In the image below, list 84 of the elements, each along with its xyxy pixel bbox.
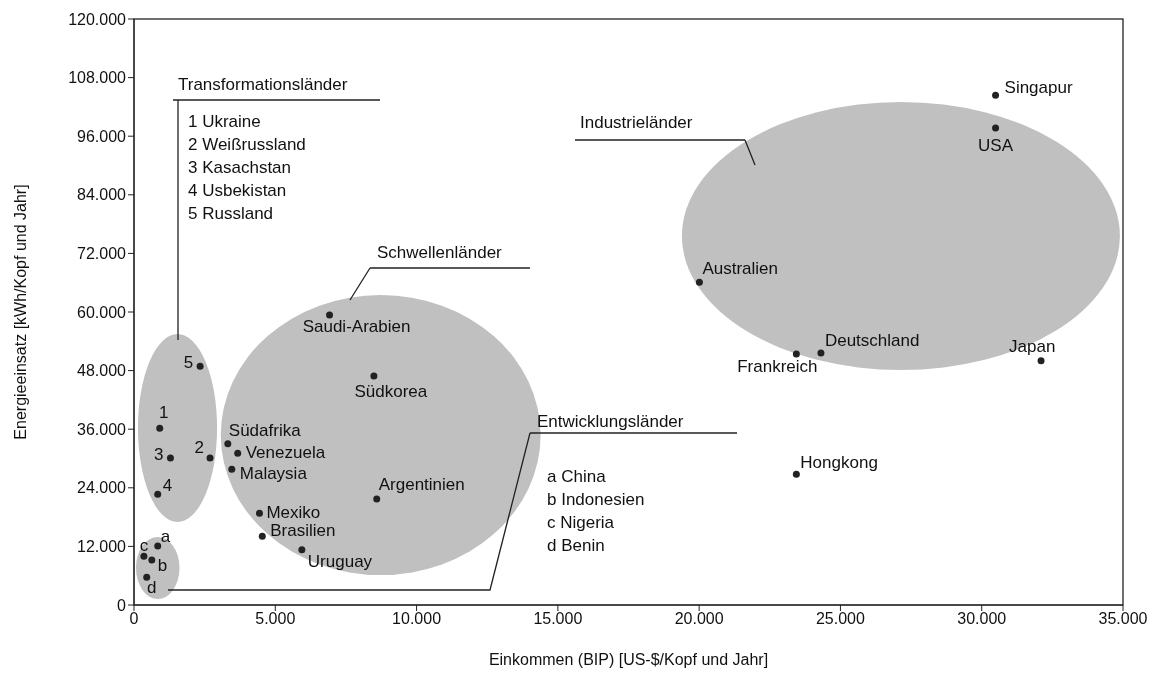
point — [258, 532, 266, 540]
y-tick-label: 96.000 — [77, 127, 127, 145]
point — [792, 470, 800, 478]
annotation: 4 Usbekistan — [188, 181, 287, 201]
annotation: Südafrika — [228, 421, 302, 441]
point — [370, 372, 378, 380]
annotation: 3 Kasachstan — [188, 158, 292, 178]
y-axis-title: Energieeinsatz [kWh/Kopf und Jahr] — [11, 184, 29, 440]
annotation: Entwicklungsländer — [537, 412, 684, 432]
annotation: c Nigeria — [547, 513, 615, 533]
y-tick-label: 60.000 — [77, 303, 127, 321]
annotation: Südkorea — [354, 382, 428, 402]
annotation: Malaysia — [239, 463, 308, 483]
annotation: Schwellenländer — [377, 243, 503, 263]
annotation: Hongkong — [800, 452, 878, 472]
annotation: a — [160, 527, 171, 547]
annotation: Argentinien — [378, 474, 465, 494]
point — [224, 440, 232, 448]
point — [143, 573, 151, 581]
annotation: Deutschland — [824, 330, 920, 350]
annotation: Frankreich — [737, 357, 818, 377]
point — [992, 91, 1000, 99]
annotation: USA — [978, 136, 1014, 156]
y-tick-label: 24.000 — [77, 479, 127, 497]
point — [196, 362, 204, 370]
annotation: 5 — [183, 352, 194, 372]
x-tick-label: 15.000 — [533, 610, 583, 628]
annotation: Mexiko — [266, 502, 321, 522]
annotation: 3 — [153, 445, 164, 465]
y-tick-label: 36.000 — [77, 420, 127, 438]
x-tick-label: 10.000 — [392, 610, 442, 628]
x-axis-title: Einkommen (BIP) [US-$/Kopf und Jahr] — [488, 651, 769, 668]
point — [373, 495, 381, 503]
annotation: Venezuela — [245, 442, 326, 462]
x-tick-label: 20.000 — [674, 610, 724, 628]
x-tick-label: 30.000 — [957, 610, 1007, 628]
annotation: c — [139, 535, 149, 555]
point — [298, 546, 306, 554]
y-tick-label: 0 — [117, 596, 127, 614]
annotation: 1 Ukraine — [188, 112, 261, 132]
y-tick-label: 72.000 — [77, 245, 127, 263]
annotation: Transformationsländer — [178, 75, 348, 95]
annotation: b — [157, 555, 168, 575]
annotation: d Benin — [547, 536, 605, 556]
x-tick-label: 35.000 — [1098, 610, 1148, 628]
annotation: 5 Russland — [188, 204, 274, 224]
point — [206, 454, 214, 462]
point — [166, 454, 174, 462]
annotation: Brasilien — [270, 520, 336, 540]
annotation: Japan — [1009, 337, 1056, 357]
y-tick-label: 48.000 — [77, 362, 127, 380]
point — [154, 490, 162, 498]
annotation: 2 — [194, 438, 205, 458]
x-tick-label: 0 — [129, 610, 139, 628]
point — [148, 556, 156, 564]
point — [228, 465, 236, 473]
point — [792, 350, 800, 358]
annotation: b Indonesien — [547, 490, 645, 510]
point — [255, 509, 263, 517]
annotation: Saudi-Arabien — [302, 317, 411, 337]
x-tick-label: 5.000 — [255, 610, 296, 628]
point — [1037, 357, 1045, 365]
point — [234, 449, 242, 457]
annotation: Singapur — [1004, 77, 1073, 97]
y-tick-label: 120.000 — [68, 10, 127, 28]
annotation: Australien — [702, 258, 779, 278]
annotation: Uruguay — [307, 552, 373, 572]
point — [326, 311, 334, 319]
y-tick-label: 108.000 — [68, 69, 127, 87]
point — [695, 278, 703, 286]
point — [140, 552, 148, 560]
annotation: 4 — [162, 475, 173, 495]
annotation: 1 — [158, 402, 169, 422]
point — [154, 542, 162, 550]
annotation: Industrieländer — [580, 113, 693, 133]
annotation: 2 Weißrussland — [188, 135, 306, 155]
annotation: d — [146, 577, 157, 597]
point — [156, 424, 164, 432]
y-tick-label: 12.000 — [77, 538, 127, 556]
y-tick-label: 84.000 — [77, 186, 127, 204]
point — [817, 349, 825, 357]
point — [992, 124, 1000, 132]
x-tick-label: 25.000 — [815, 610, 865, 628]
annotation: a China — [547, 467, 607, 487]
